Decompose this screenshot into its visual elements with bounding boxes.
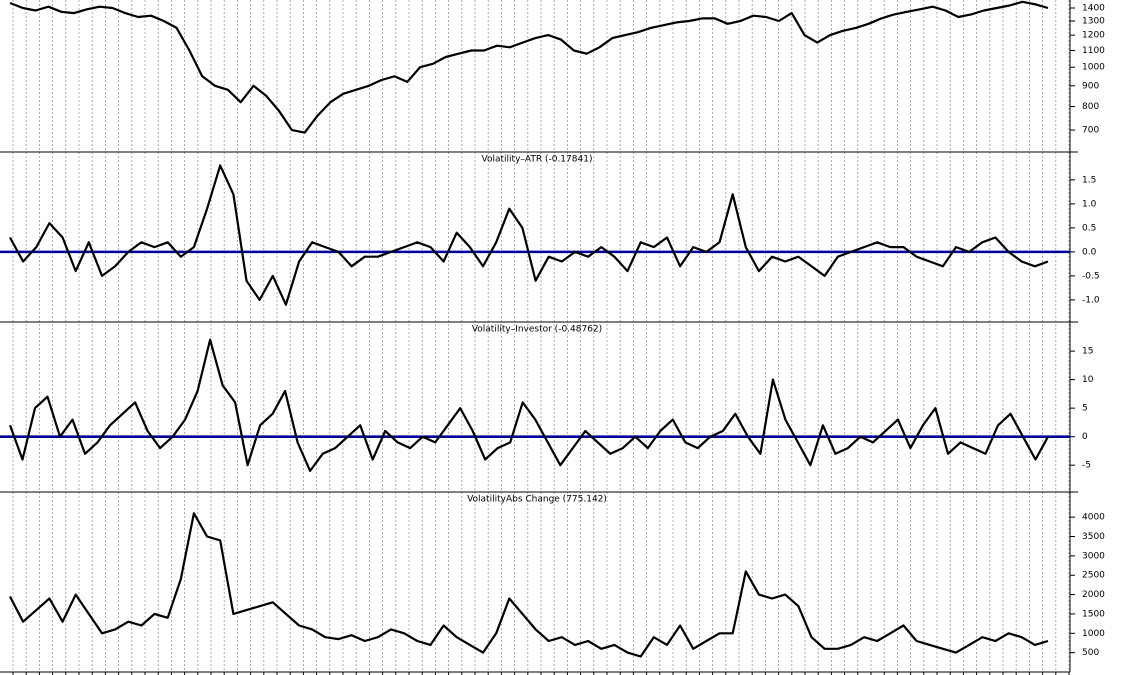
panel-title: Volatility–ATR (-0.17841) <box>482 155 593 165</box>
y-tick-label: 800 <box>1082 102 1099 112</box>
y-tick-label: 0.0 <box>1082 247 1097 257</box>
series-line <box>9 164 1049 306</box>
y-tick-label: 1500 <box>1082 609 1105 619</box>
y-tick-label: -1.0 <box>1082 295 1100 305</box>
y-tick-label: 1300 <box>1082 17 1105 27</box>
y-tick-label: 1200 <box>1082 31 1105 41</box>
y-tick-label: 2000 <box>1082 590 1105 600</box>
y-tick-label: 2500 <box>1082 571 1105 581</box>
y-tick-label: -0.5 <box>1082 271 1100 281</box>
y-tick-label: 500 <box>1082 648 1099 658</box>
series-line <box>9 0 1049 134</box>
panel-title: Volatility–Investor (-0.48762) <box>472 325 602 335</box>
y-tick-label: 0 <box>1082 432 1088 442</box>
y-tick-label: -5 <box>1082 461 1091 471</box>
y-tick-label: 1000 <box>1082 629 1105 639</box>
y-tick-label: 0.5 <box>1082 223 1096 233</box>
series-line <box>8 338 1049 472</box>
y-tick-label: 4000 <box>1082 513 1105 523</box>
y-tick-label: 900 <box>1082 81 1099 91</box>
y-tick-label: 700 <box>1082 126 1099 136</box>
y-tick-label: 3500 <box>1082 532 1105 542</box>
y-tick-label: 1.5 <box>1082 175 1096 185</box>
panel-title: VolatilityAbs Change (775.142) <box>467 495 607 505</box>
y-tick-label: 1100 <box>1082 46 1105 56</box>
y-tick-label: 10 <box>1082 375 1094 385</box>
y-tick-label: 15 <box>1082 347 1093 357</box>
y-tick-label: 3000 <box>1082 551 1105 561</box>
y-tick-label: 1000 <box>1082 63 1105 73</box>
y-tick-label: 1.0 <box>1082 199 1097 209</box>
y-tick-label: 1400 <box>1082 3 1105 13</box>
series-line <box>9 512 1049 658</box>
y-tick-label: 5 <box>1082 404 1088 414</box>
